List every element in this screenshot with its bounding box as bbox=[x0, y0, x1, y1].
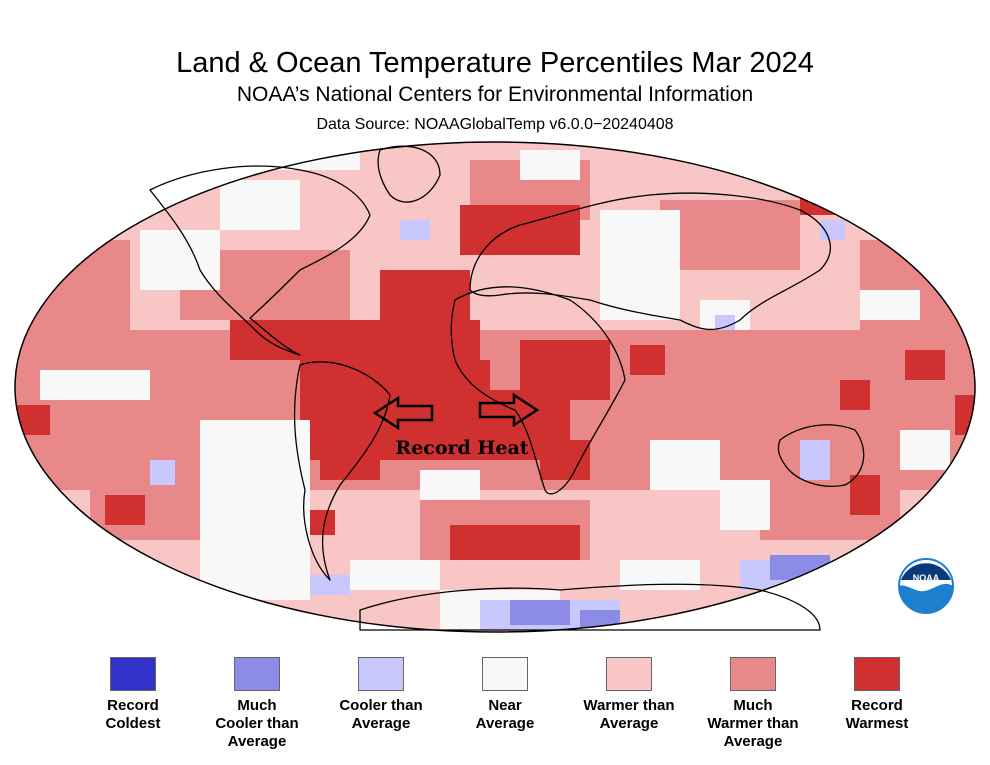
legend-swatch bbox=[234, 657, 280, 691]
legend-label-line: Cooler than bbox=[339, 697, 423, 714]
legend-label-line: Average bbox=[351, 715, 411, 732]
globe-outline bbox=[14, 141, 976, 633]
legend-label-line: Warmer than bbox=[583, 697, 675, 714]
grid-region bbox=[650, 440, 720, 490]
legend-label-line: Record bbox=[851, 697, 903, 714]
legend-swatch bbox=[730, 657, 776, 691]
coastline bbox=[377, 145, 441, 203]
legend-label-line: Coldest bbox=[105, 715, 161, 732]
grid-region bbox=[15, 405, 50, 435]
grid-region bbox=[540, 440, 590, 480]
grid-region bbox=[15, 240, 130, 340]
legend-label-line: Average bbox=[723, 733, 783, 750]
grid-region bbox=[840, 380, 870, 410]
grid-region bbox=[200, 420, 310, 600]
data-source: Data Source: NOAAGlobalTemp v6.0.0−20240… bbox=[316, 116, 674, 133]
grid-region bbox=[350, 560, 440, 590]
legend-label-line: Warmer than bbox=[707, 715, 799, 732]
noaa-logo-icon: NOAA bbox=[898, 558, 954, 614]
grid-region bbox=[900, 430, 950, 470]
grid-region bbox=[715, 315, 735, 330]
legend-label-line: Warmest bbox=[845, 715, 909, 732]
grid-region bbox=[720, 480, 770, 530]
grid-region bbox=[450, 525, 580, 560]
legend-label: Much Cooler than Average bbox=[202, 697, 312, 751]
grid-region bbox=[40, 370, 150, 400]
hollow-arrow-left-icon bbox=[372, 395, 434, 431]
legend-label-line: Average bbox=[475, 715, 535, 732]
coastline bbox=[469, 192, 831, 331]
grid-region bbox=[420, 470, 480, 500]
coastline bbox=[293, 361, 391, 581]
annotation-label: Record Heat bbox=[395, 437, 528, 459]
grid-region bbox=[105, 495, 145, 525]
legend-label-line: Record bbox=[107, 697, 159, 714]
grid-region bbox=[800, 190, 840, 215]
grid-region bbox=[800, 440, 830, 480]
grid-region bbox=[850, 475, 880, 515]
legend-swatch bbox=[482, 657, 528, 691]
grid-region bbox=[380, 270, 470, 330]
coastlines bbox=[149, 145, 865, 631]
legend-label: Much Warmer than Average bbox=[698, 697, 808, 751]
grid-region bbox=[600, 210, 680, 320]
legend-label-line: Much bbox=[237, 697, 277, 714]
noaa-logo-text: NOAA bbox=[913, 573, 940, 583]
grid-region bbox=[150, 460, 175, 485]
grid-region bbox=[460, 205, 580, 255]
map-subtitle: NOAA’s National Centers for Environmenta… bbox=[236, 83, 754, 106]
grid-region bbox=[905, 350, 945, 380]
grid-region bbox=[510, 600, 570, 625]
legend-swatch bbox=[358, 657, 404, 691]
legend-label-line: Average bbox=[599, 715, 659, 732]
coastline bbox=[777, 424, 865, 487]
legend-label-line: Cooler than bbox=[215, 715, 299, 732]
map-title: Land & Ocean Temperature Percentiles Mar… bbox=[176, 47, 814, 79]
grid-region bbox=[320, 440, 380, 480]
grid-region bbox=[820, 220, 845, 240]
grid-region bbox=[630, 345, 665, 375]
grid-region bbox=[220, 180, 300, 230]
legend-label: Record Warmest bbox=[822, 697, 932, 733]
coastline bbox=[149, 165, 371, 356]
coastline bbox=[450, 286, 626, 495]
grid-region bbox=[310, 575, 350, 595]
legend-swatch bbox=[110, 657, 156, 691]
hollow-arrow-right-icon bbox=[478, 392, 540, 428]
grid-region bbox=[860, 290, 920, 320]
legend-label: Cooler than Average bbox=[326, 697, 436, 733]
legend-label-line: Much bbox=[733, 697, 773, 714]
grid-region bbox=[520, 340, 610, 400]
legend-label-line: Near bbox=[488, 697, 522, 714]
legend-swatch bbox=[854, 657, 900, 691]
legend-label: Record Coldest bbox=[78, 697, 188, 733]
legend-swatch bbox=[606, 657, 652, 691]
legend-label: Near Average bbox=[450, 697, 560, 733]
grid-region bbox=[520, 150, 580, 180]
record-heat-annotation: Record Heat bbox=[372, 392, 540, 459]
grid-region bbox=[400, 220, 430, 240]
coastline bbox=[359, 583, 821, 631]
grid-region bbox=[660, 200, 800, 270]
legend-label-line: Average bbox=[227, 733, 287, 750]
legend-label: Warmer than Average bbox=[574, 697, 684, 733]
